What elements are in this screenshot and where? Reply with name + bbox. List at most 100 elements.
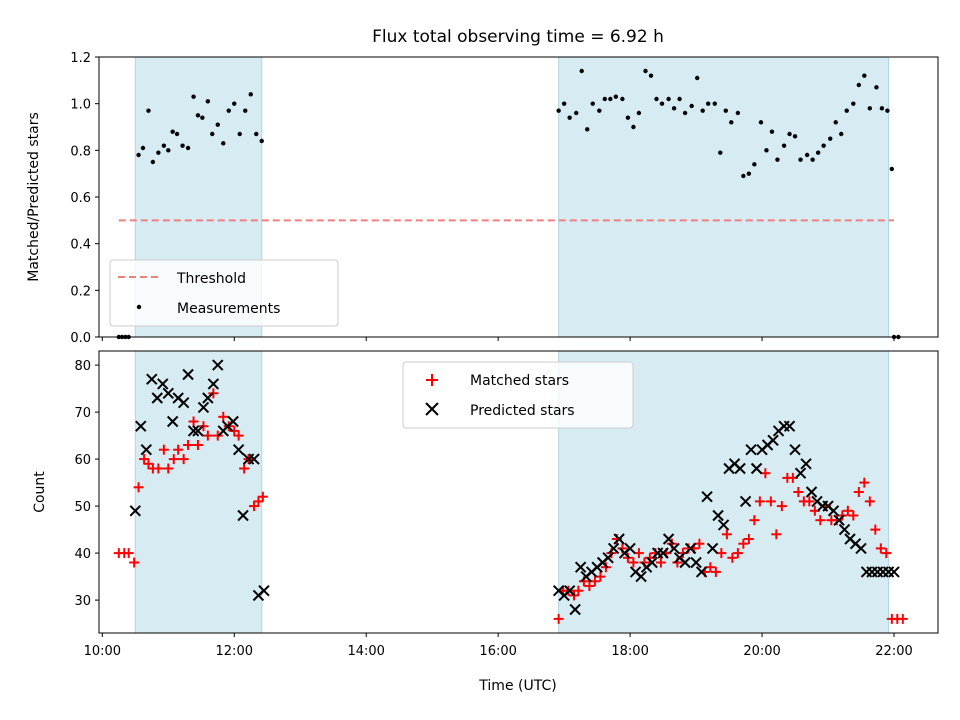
observing-interval bbox=[134, 350, 263, 634]
measurement-point bbox=[874, 85, 879, 90]
measurement-point bbox=[248, 92, 253, 97]
marker-stroke bbox=[673, 552, 686, 564]
measurement-point bbox=[232, 101, 237, 106]
matched-star-point bbox=[192, 440, 203, 450]
threshold-legend-label: Threshold bbox=[176, 271, 246, 287]
top-y-axis: 0.0 0.2 0.4 0.6 0.8 1.0 1.2 bbox=[70, 51, 99, 346]
measurement-point bbox=[215, 122, 220, 127]
marker-stroke bbox=[800, 458, 812, 470]
measurement-point bbox=[833, 120, 838, 125]
measurement-point bbox=[705, 101, 711, 106]
predicted-legend-label: Predicted stars bbox=[470, 403, 575, 419]
predicted-star-point bbox=[827, 505, 840, 517]
measurement-point bbox=[781, 143, 787, 148]
measurement-point bbox=[156, 150, 161, 155]
predicted-star-point bbox=[248, 453, 260, 465]
predicted-star-point bbox=[783, 420, 796, 432]
measurements-legend-swatch bbox=[136, 304, 142, 310]
measurement-point bbox=[146, 108, 151, 113]
measurement-point bbox=[862, 73, 867, 78]
marker-stroke bbox=[662, 533, 675, 545]
marker-stroke bbox=[739, 495, 752, 508]
matched-star-point bbox=[129, 557, 140, 568]
marker-stroke bbox=[177, 396, 190, 409]
matched-star-point bbox=[218, 411, 229, 422]
matched-legend-swatch bbox=[426, 374, 438, 386]
matched-star-point bbox=[198, 421, 209, 432]
measurement-point bbox=[798, 157, 803, 162]
marker-stroke bbox=[569, 603, 581, 616]
marker-stroke bbox=[690, 556, 702, 569]
measurement-point bbox=[648, 73, 654, 78]
matched-star-point bbox=[257, 491, 268, 502]
matched-star-point bbox=[633, 548, 644, 559]
marker-stroke bbox=[182, 368, 194, 381]
matched-star-point bbox=[589, 576, 600, 587]
marker-stroke bbox=[157, 378, 169, 390]
predicted-star-point bbox=[794, 467, 807, 479]
matched-star-point bbox=[765, 496, 776, 507]
marker-stroke bbox=[783, 420, 796, 432]
bottom-y-axis: 30 40 50 60 70 80 bbox=[74, 359, 99, 609]
marker-stroke bbox=[192, 425, 204, 437]
measurement-point bbox=[166, 148, 171, 153]
measurement-point bbox=[885, 108, 890, 113]
matched-star-point bbox=[842, 505, 853, 516]
matched-star-point bbox=[628, 557, 639, 568]
x-tick-label: 18:00 bbox=[611, 644, 648, 659]
y-tick-label: 0.6 bbox=[70, 191, 91, 206]
predicted-star-point bbox=[613, 533, 625, 545]
marker-stroke bbox=[849, 537, 862, 550]
matched-star-point bbox=[163, 463, 174, 474]
predicted-star-point bbox=[232, 443, 245, 456]
measurement-point bbox=[844, 108, 849, 113]
measurement-point bbox=[602, 96, 608, 102]
marker-stroke bbox=[151, 392, 163, 404]
matched-star-point bbox=[253, 496, 264, 507]
bottom-axes-frame bbox=[98, 350, 939, 634]
measurement-point bbox=[254, 131, 259, 137]
marker-stroke bbox=[734, 462, 746, 475]
measurement-point bbox=[613, 94, 619, 99]
matched-star-point bbox=[584, 581, 595, 591]
marker-stroke bbox=[794, 467, 807, 479]
matched-star-point bbox=[655, 557, 666, 568]
matched-star-point bbox=[870, 524, 881, 535]
matched-star-point bbox=[743, 534, 754, 544]
matched-star-point bbox=[749, 515, 760, 526]
measurement-point bbox=[556, 108, 561, 113]
matched-star-point bbox=[710, 566, 721, 577]
x-axis-label: Time (UTC) bbox=[478, 678, 556, 694]
predicted-star-point bbox=[563, 584, 576, 597]
measurement-point bbox=[856, 82, 862, 88]
marker-stroke bbox=[657, 547, 669, 559]
matched-star-point bbox=[553, 613, 564, 624]
x-tick-label: 10:00 bbox=[84, 644, 121, 659]
measurement-point bbox=[205, 99, 211, 104]
y-tick-label: 60 bbox=[74, 453, 91, 468]
measurement-point bbox=[579, 68, 584, 74]
marker-stroke bbox=[646, 556, 658, 569]
predicted-star-point bbox=[657, 547, 669, 559]
predicted-star-point bbox=[668, 542, 680, 555]
marker-stroke bbox=[701, 490, 713, 503]
counts-layer bbox=[113, 359, 908, 624]
predicted-star-point bbox=[202, 392, 214, 404]
predicted-star-point bbox=[624, 542, 636, 555]
measurement-point bbox=[851, 101, 856, 106]
marker-stroke bbox=[135, 420, 147, 432]
predicted-star-point bbox=[602, 552, 614, 564]
predicted-star-point bbox=[690, 556, 702, 569]
measurement-point bbox=[221, 141, 226, 146]
marker-stroke bbox=[767, 434, 779, 447]
measurement-point bbox=[677, 96, 682, 102]
matched-star-point bbox=[188, 416, 199, 427]
x-tick-label: 16:00 bbox=[479, 644, 516, 659]
matched-star-point bbox=[173, 444, 184, 455]
x-tick-label: 12:00 bbox=[216, 644, 253, 659]
y-tick-label: 1.0 bbox=[70, 98, 91, 113]
marker-stroke bbox=[668, 542, 680, 555]
marker-stroke bbox=[635, 570, 647, 583]
measurement-point bbox=[769, 129, 775, 134]
measurement-point bbox=[694, 75, 700, 81]
